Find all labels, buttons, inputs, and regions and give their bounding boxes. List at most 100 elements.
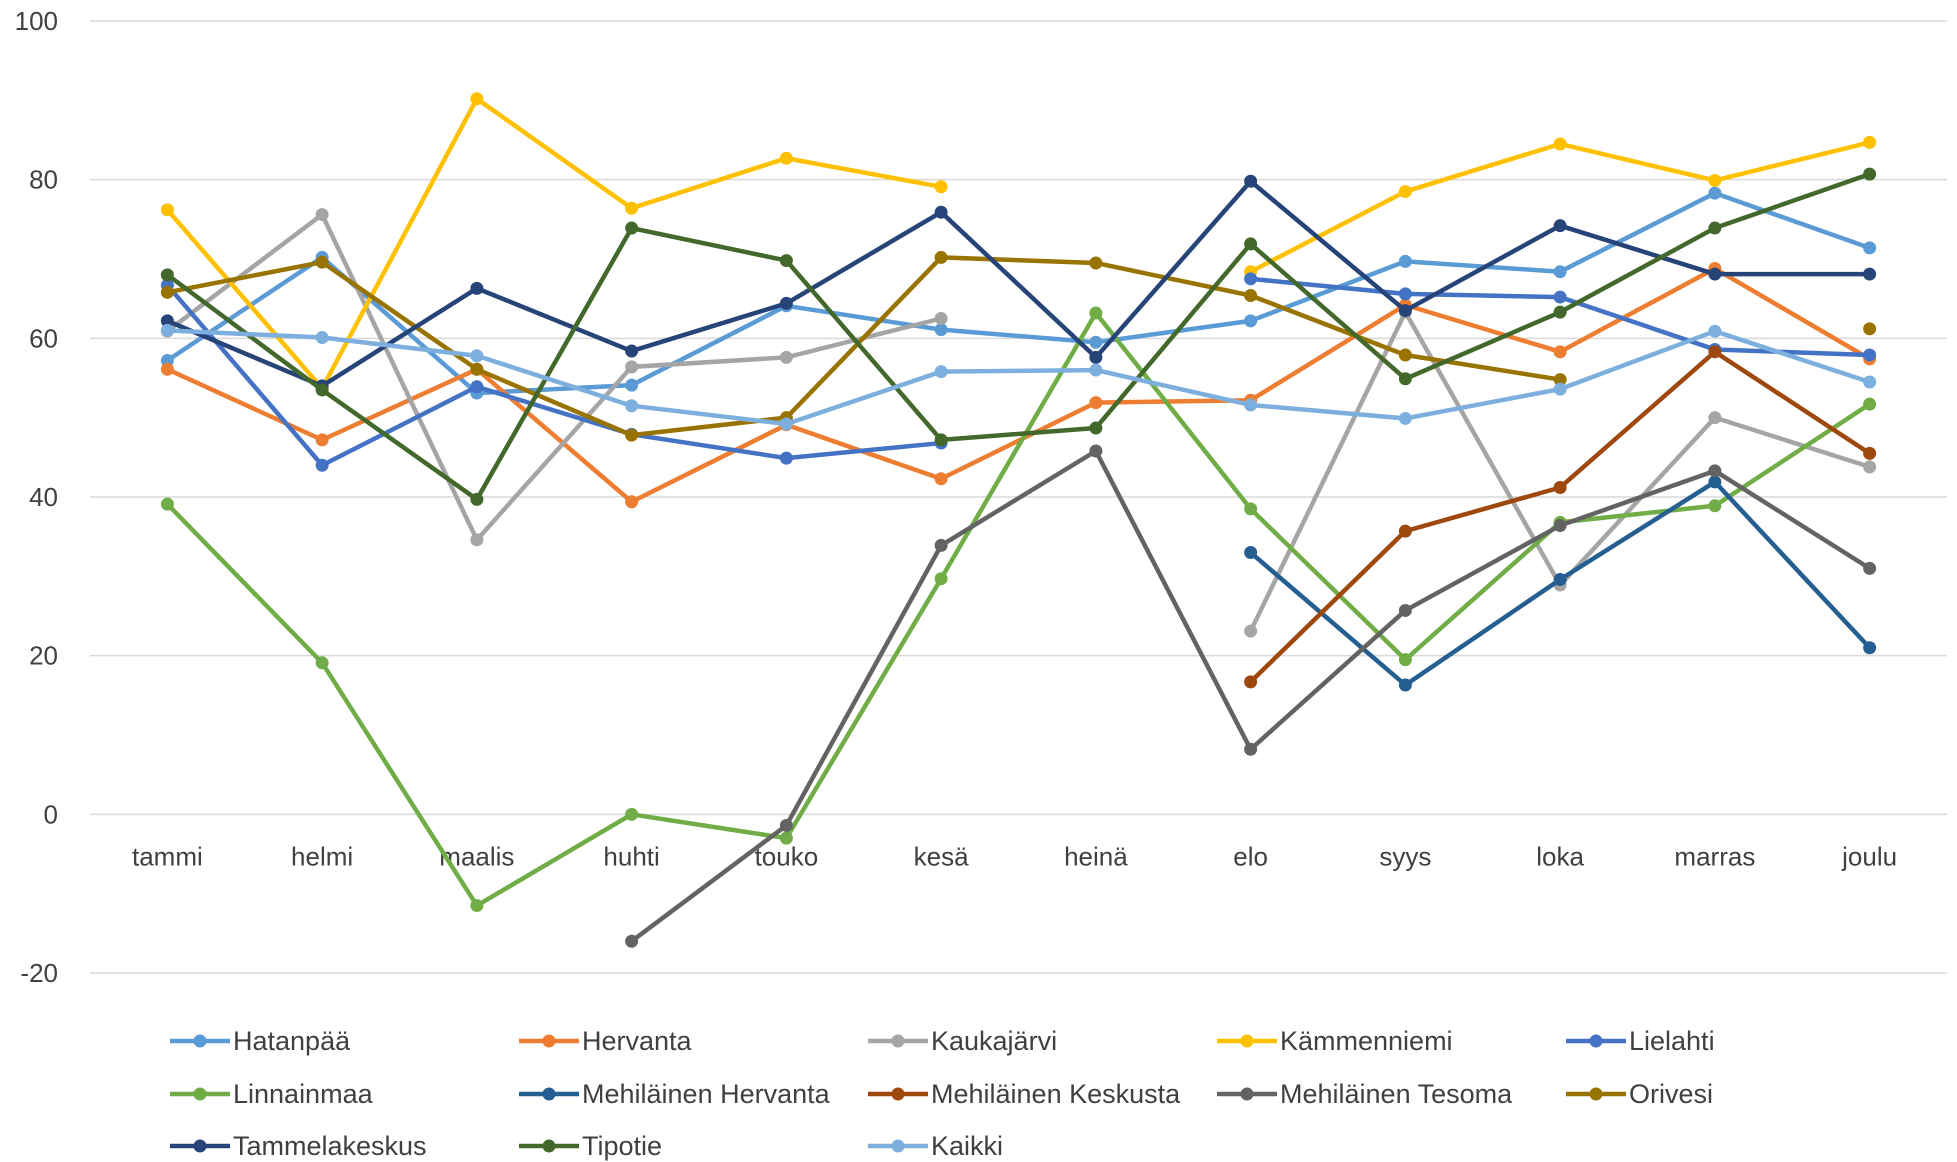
data-point	[470, 92, 484, 106]
data-point	[1553, 265, 1567, 279]
data-point	[315, 656, 329, 670]
x-tick-label: elo	[1233, 841, 1268, 871]
data-point	[1244, 272, 1258, 286]
x-tick-label: marras	[1674, 841, 1755, 871]
legend-marker	[193, 1139, 207, 1153]
legend-marker	[1240, 1034, 1254, 1048]
legend-label: Linnainmaa	[233, 1079, 374, 1109]
data-point	[934, 433, 948, 447]
legend-label: Orivesi	[1629, 1079, 1713, 1109]
series-kaikki	[160, 323, 1877, 431]
series-line	[165, 190, 1872, 396]
legend-item-mehilainen-tesoma[interactable]: Mehiläinen Tesoma	[1217, 1079, 1513, 1109]
data-point	[934, 250, 948, 264]
data-point	[1708, 173, 1722, 187]
data-point	[160, 268, 174, 282]
legend-item-linnainmaa[interactable]: Linnainmaa	[170, 1079, 374, 1109]
data-point	[1553, 519, 1567, 533]
data-point	[1398, 304, 1412, 318]
data-point	[1553, 573, 1567, 587]
data-point	[1398, 372, 1412, 386]
legend-item-hervanta[interactable]: Hervanta	[519, 1026, 693, 1056]
x-tick-label: syys	[1379, 841, 1431, 871]
legend-item-kaikki[interactable]: Kaikki	[868, 1131, 1003, 1161]
data-point	[1708, 499, 1722, 513]
series-linnainmaa	[160, 306, 1877, 913]
data-point	[1089, 256, 1103, 270]
data-point	[1708, 464, 1722, 478]
data-point	[934, 365, 948, 379]
data-point	[779, 451, 793, 465]
data-point	[1863, 267, 1877, 281]
legend-label: Kämmenniemi	[1280, 1026, 1453, 1056]
series-mehilainen-tesoma	[625, 444, 1877, 948]
data-point	[1708, 221, 1722, 235]
x-tick-label: huhti	[603, 841, 659, 871]
data-point	[1708, 324, 1722, 338]
legend-marker	[891, 1034, 905, 1048]
series-line	[165, 282, 944, 468]
data-point	[1863, 241, 1877, 255]
legend-label: Mehiläinen Tesoma	[1280, 1079, 1513, 1109]
data-point	[1398, 185, 1412, 199]
legend-item-lielahti[interactable]: Lielahti	[1566, 1026, 1715, 1056]
legend-item-mehilainen-hervanta[interactable]: Mehiläinen Hervanta	[519, 1079, 831, 1109]
legend-item-orivesi[interactable]: Orivesi	[1566, 1079, 1713, 1109]
data-point	[315, 255, 329, 269]
data-point	[315, 433, 329, 447]
legend-label: Kaikki	[931, 1131, 1003, 1161]
data-point	[779, 417, 793, 431]
data-point	[1553, 305, 1567, 319]
data-point	[779, 296, 793, 310]
data-point	[1244, 624, 1258, 638]
x-tick-label: heinä	[1064, 841, 1128, 871]
legend-marker	[1589, 1087, 1603, 1101]
series-mehilainen-keskusta	[1244, 345, 1877, 689]
y-axis: -20 0 20 40 60 80 100	[15, 6, 58, 988]
data-point	[1089, 421, 1103, 435]
data-point	[1089, 363, 1103, 377]
data-point	[779, 831, 793, 845]
y-tick-label: 60	[29, 323, 58, 353]
data-point	[1863, 641, 1877, 655]
data-point	[1244, 675, 1258, 689]
series-tipotie	[160, 167, 1877, 506]
data-point	[1553, 345, 1567, 359]
data-point	[315, 208, 329, 222]
data-point	[1863, 135, 1877, 149]
data-point	[1863, 397, 1877, 411]
legend: Hatanpää Hervanta Kaukajärvi Kämmenniemi Lie…	[170, 1026, 1715, 1161]
data-point	[1553, 382, 1567, 396]
legend-marker	[1589, 1034, 1603, 1048]
x-tick-label: touko	[755, 841, 819, 871]
data-point	[1089, 306, 1103, 320]
legend-item-tammelakeskus[interactable]: Tammelakeskus	[170, 1131, 427, 1161]
legend-item-kammenniemi[interactable]: Kämmenniemi	[1217, 1026, 1453, 1056]
data-point	[1553, 290, 1567, 304]
x-tick-label: joulu	[1841, 841, 1897, 871]
legend-item-hatanpaa[interactable]: Hatanpää	[170, 1026, 351, 1056]
data-point	[1708, 267, 1722, 281]
series-orivesi	[160, 250, 1877, 442]
y-tick-label: 40	[29, 482, 58, 512]
data-point	[1244, 502, 1258, 516]
legend-item-mehilainen-keskusta[interactable]: Mehiläinen Keskusta	[868, 1079, 1181, 1109]
legend-item-kaukajarvi[interactable]: Kaukajärvi	[868, 1026, 1057, 1056]
y-tick-label: 20	[29, 641, 58, 671]
data-point	[1244, 237, 1258, 251]
data-point	[1708, 186, 1722, 200]
data-point	[160, 285, 174, 299]
legend-item-tipotie[interactable]: Tipotie	[519, 1131, 662, 1161]
x-axis: tammi helmi maalis huhti touko kesä heinä elo sy…	[132, 841, 1897, 871]
data-point	[779, 350, 793, 364]
data-point	[625, 378, 639, 392]
data-point	[1398, 348, 1412, 362]
data-point	[625, 807, 639, 821]
series-lielahti	[160, 272, 1877, 472]
data-point	[1863, 348, 1877, 362]
series-line	[165, 255, 1563, 438]
data-point	[1244, 546, 1258, 560]
x-tick-label: kesä	[914, 841, 969, 871]
data-point	[160, 497, 174, 511]
legend-label: Mehiläinen Hervanta	[582, 1079, 831, 1109]
